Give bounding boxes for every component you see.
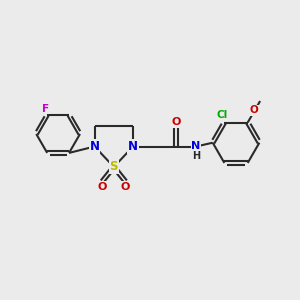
Text: O: O	[121, 182, 130, 192]
Text: N: N	[90, 140, 100, 153]
Text: S: S	[110, 160, 118, 173]
Text: Cl: Cl	[216, 110, 228, 120]
Text: F: F	[42, 103, 49, 114]
Text: N: N	[128, 140, 138, 153]
Text: H: H	[192, 151, 200, 161]
Text: N: N	[191, 141, 201, 151]
Text: O: O	[172, 117, 181, 127]
Text: O: O	[98, 182, 107, 192]
Text: O: O	[250, 105, 258, 116]
